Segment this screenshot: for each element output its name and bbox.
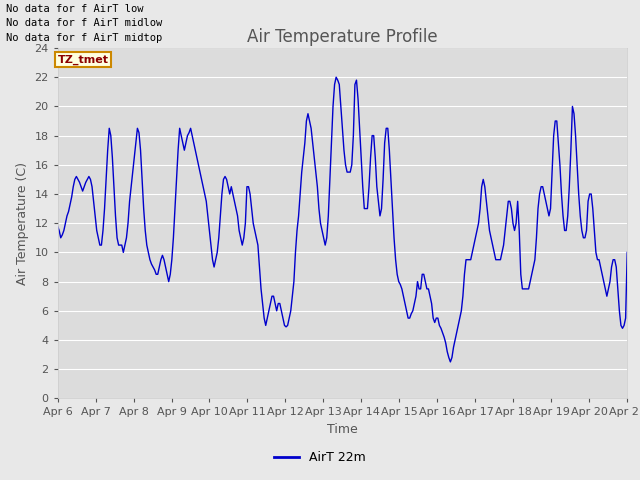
X-axis label: Time: Time bbox=[327, 423, 358, 436]
Text: TZ_tmet: TZ_tmet bbox=[58, 54, 109, 65]
Title: Air Temperature Profile: Air Temperature Profile bbox=[247, 28, 438, 47]
Text: No data for f AirT midtop: No data for f AirT midtop bbox=[6, 33, 163, 43]
Text: No data for f AirT low: No data for f AirT low bbox=[6, 4, 144, 14]
Legend: AirT 22m: AirT 22m bbox=[269, 446, 371, 469]
Text: No data for f AirT midlow: No data for f AirT midlow bbox=[6, 18, 163, 28]
Y-axis label: Air Temperature (C): Air Temperature (C) bbox=[16, 162, 29, 285]
